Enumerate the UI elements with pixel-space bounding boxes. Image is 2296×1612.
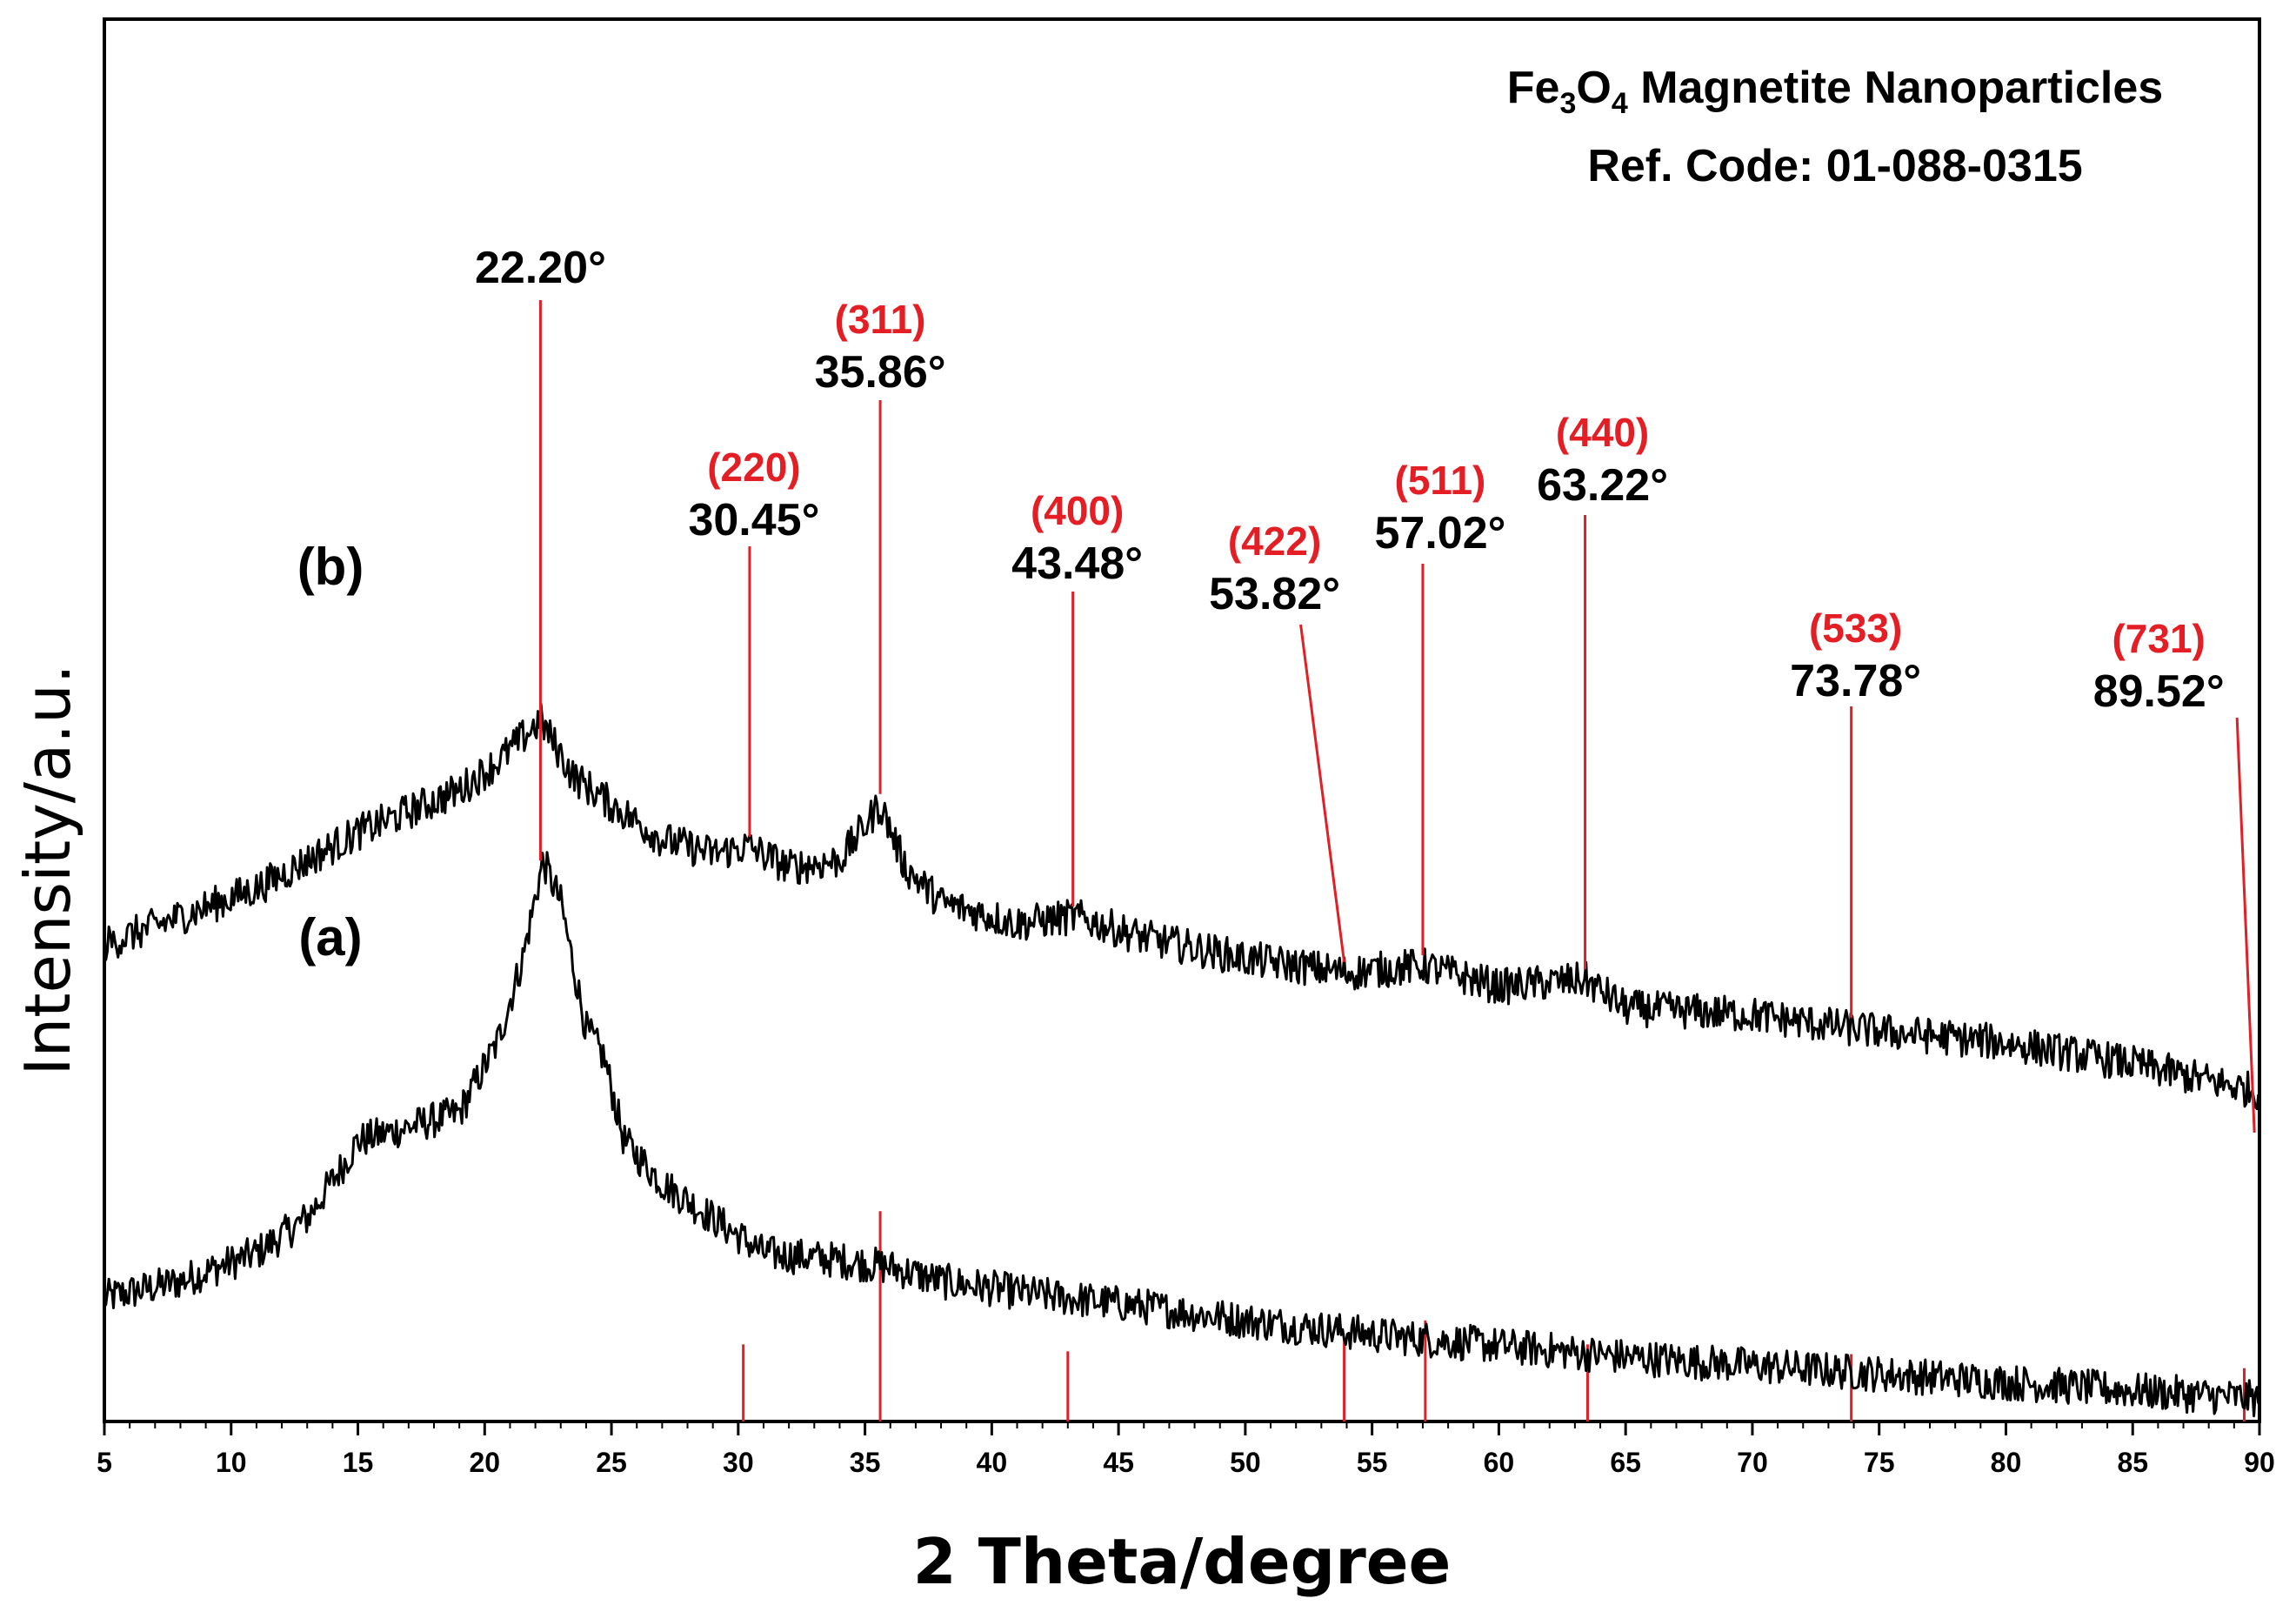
series-line-b <box>103 702 2260 1111</box>
series-lines <box>103 702 2260 1418</box>
x-tick-label: 55 <box>1357 1447 1388 1478</box>
peak-leader-line <box>1299 624 1346 962</box>
plot-frame <box>103 17 2261 1423</box>
x-tick-label: 30 <box>723 1447 754 1478</box>
peak-angle-label: 53.82° <box>1209 569 1340 619</box>
x-tick-label: 80 <box>1991 1447 2022 1478</box>
x-tick-label: 50 <box>1230 1447 1261 1478</box>
peak-angle-label: 22.20° <box>475 243 606 293</box>
x-tick-label: 65 <box>1610 1447 1641 1478</box>
x-tick-label: 20 <box>469 1447 500 1478</box>
y-axis-title: Intensity/a.u. <box>11 664 84 1075</box>
x-axis-title: 2 Theta/degree <box>913 1525 1452 1598</box>
peak-hkl-label: (511) <box>1395 458 1486 503</box>
x-tick-label: 75 <box>1864 1447 1895 1478</box>
peak-angle-label: 63.22° <box>1537 460 1668 511</box>
peak-hkl-label: (311) <box>835 297 926 342</box>
peak-angle-label: 89.52° <box>2093 666 2225 717</box>
chart-title-line2: Ref. Code: 01-088-0315 <box>1587 141 2082 191</box>
x-tick-label: 10 <box>216 1447 247 1478</box>
peak-hkl-label: (731) <box>2112 616 2205 661</box>
peak-angle-label: 35.86° <box>815 347 946 398</box>
series-label-b: (b) <box>297 538 364 596</box>
x-tick-label: 35 <box>850 1447 881 1478</box>
x-tick-label: 45 <box>1103 1447 1134 1478</box>
peak-angle-label: 43.48° <box>1011 538 1143 589</box>
x-tick-label: 5 <box>97 1447 112 1478</box>
x-tick-label: 70 <box>1737 1447 1768 1478</box>
x-tick-label: 25 <box>596 1447 627 1478</box>
x-tick-label: 15 <box>343 1447 374 1478</box>
peak-hkl-label: (422) <box>1228 518 1321 564</box>
x-tick-label: 85 <box>2117 1447 2148 1478</box>
series-label-a: (a) <box>298 908 362 967</box>
peak-angle-label: 30.45° <box>688 495 819 545</box>
x-tick-label: 40 <box>977 1447 1008 1478</box>
peak-hkl-label: (533) <box>1809 605 1902 651</box>
peak-annotations: 22.20° 30.45° (220) 35.86° (311) 43.48° (400) 5… <box>475 243 2256 1133</box>
peak-leader-line <box>2235 717 2256 1133</box>
x-tick-label: 90 <box>2244 1447 2275 1478</box>
x-axis-ticks: 5 10 15 20 25 30 35 40 45 50 55 60 65 70 75 80 85 90 <box>97 1421 2275 1478</box>
peak-hkl-label: (400) <box>1031 488 1124 533</box>
peak-hkl-label: (440) <box>1556 410 1649 455</box>
peak-angle-label: 73.78° <box>1790 656 1921 706</box>
chart-title-line1: Fe3O4 Magnetite Nanoparticles <box>1507 63 2163 120</box>
peak-hkl-label: (220) <box>707 445 800 490</box>
series-line-a <box>103 851 2260 1418</box>
peak-angle-label: 57.02° <box>1374 508 1505 559</box>
x-tick-label: 60 <box>1484 1447 1515 1478</box>
